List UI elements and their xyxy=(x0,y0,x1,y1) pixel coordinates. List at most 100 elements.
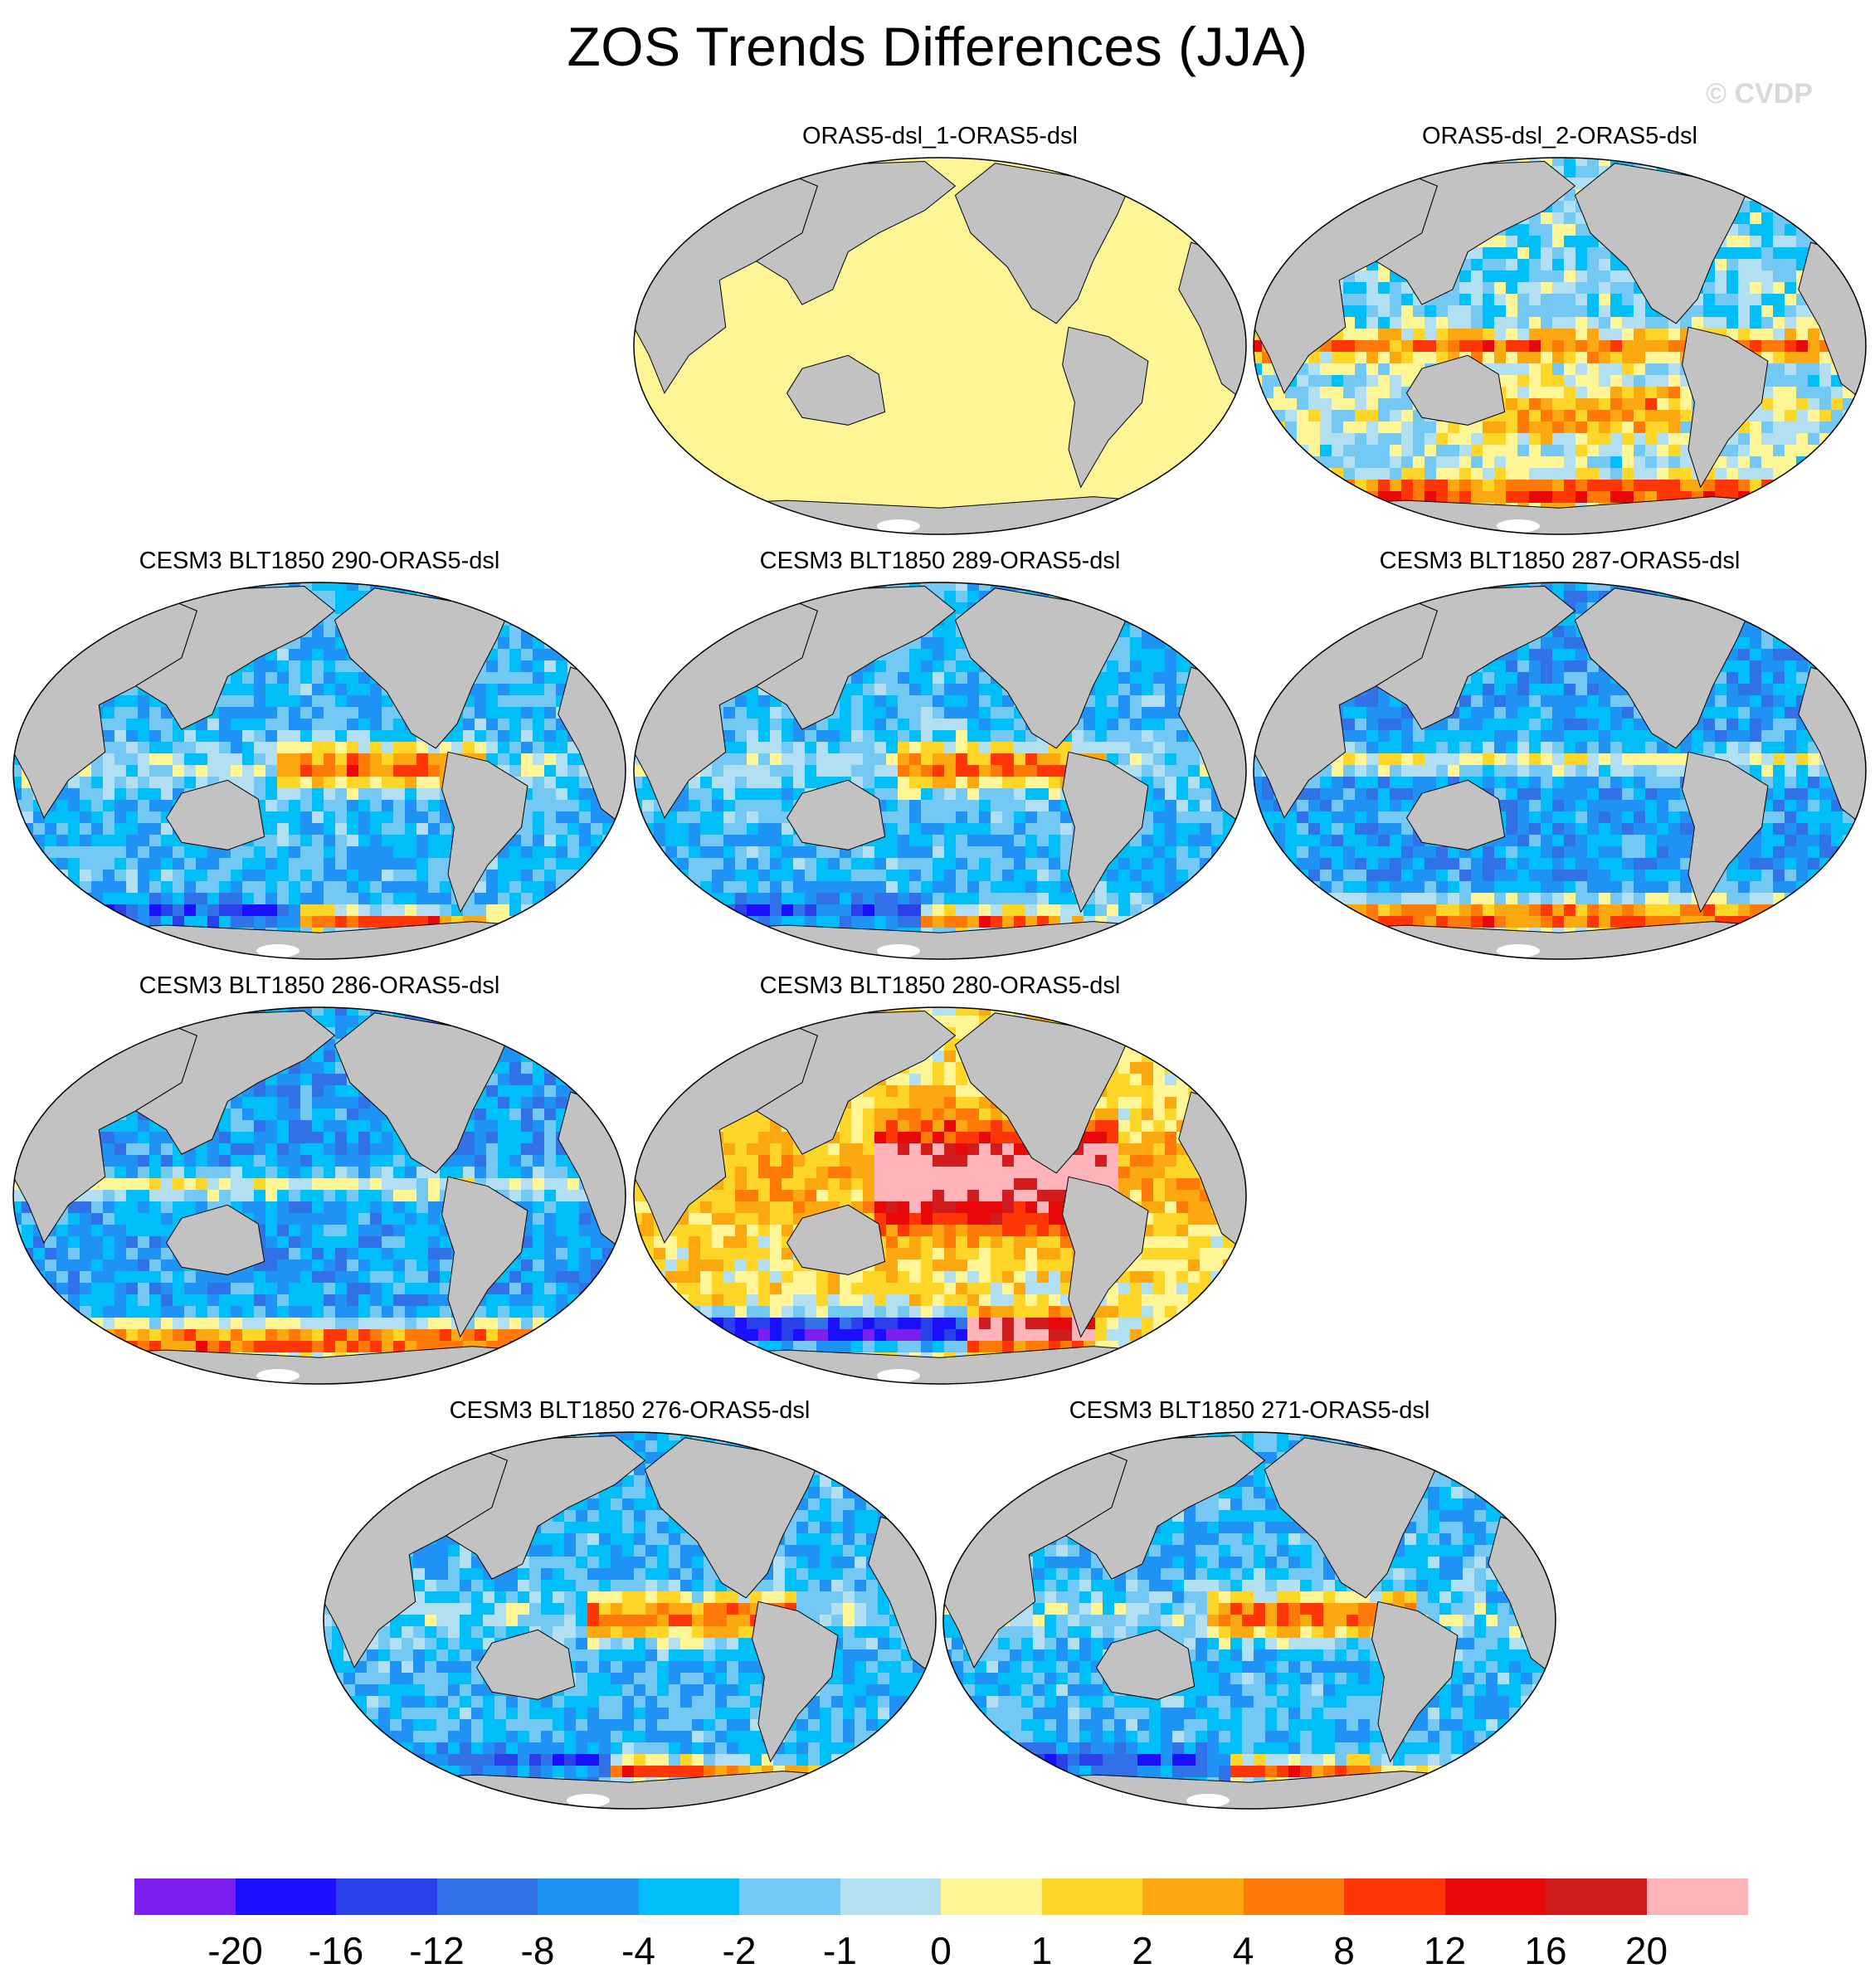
land-asia xyxy=(755,160,957,305)
colorbar-swatch xyxy=(1041,1878,1143,1915)
map-panel: CESM3 BLT1850 276-ORAS5-dsl xyxy=(320,1397,939,1812)
panel-title: CESM3 BLT1850 276-ORAS5-dsl xyxy=(449,1397,811,1424)
land-australia xyxy=(1095,1629,1196,1700)
colorbar-label: -20 xyxy=(207,1929,263,1972)
land-australia xyxy=(165,779,265,850)
colorbar-label: 0 xyxy=(930,1929,952,1972)
colorbar-swatch xyxy=(1546,1878,1647,1915)
ocean-field xyxy=(943,1432,1556,1809)
colorbar-label: 2 xyxy=(1132,1929,1153,1972)
land-southAmerica xyxy=(1682,326,1769,489)
panel-title: CESM3 BLT1850 271-ORAS5-dsl xyxy=(1069,1397,1430,1424)
colorbar-label: -4 xyxy=(621,1929,655,1972)
land-asia xyxy=(1064,1435,1266,1580)
land-northAmerica xyxy=(334,587,510,749)
land-greenland xyxy=(518,1012,581,1061)
colorbar-label: -12 xyxy=(409,1929,465,1972)
colorbar-swatch xyxy=(1344,1878,1445,1915)
colorbar-swatch xyxy=(235,1878,337,1915)
colorbar-label: 1 xyxy=(1030,1929,1053,1972)
land-greenland xyxy=(1448,1437,1511,1486)
colorbar-swatch xyxy=(840,1878,942,1915)
ocean-fill xyxy=(634,158,1246,534)
land-southAmerica xyxy=(1062,326,1149,489)
land-australia xyxy=(165,1204,265,1275)
land-southAmerica xyxy=(1371,1601,1459,1763)
land-northAmerica xyxy=(644,1437,821,1599)
map-border xyxy=(323,1431,937,1810)
ocean-field xyxy=(634,1007,1246,1384)
land-asia xyxy=(134,585,336,730)
land-australia xyxy=(1405,779,1506,850)
land-asia xyxy=(755,585,957,730)
land-greenland xyxy=(1138,163,1201,212)
colorbar-label: -16 xyxy=(308,1929,364,1972)
map-border xyxy=(633,582,1247,960)
land-northAmerica xyxy=(954,1012,1131,1174)
map-border xyxy=(633,1006,1247,1385)
land-australia xyxy=(786,354,886,426)
map-panel: CESM3 BLT1850 286-ORAS5-dsl xyxy=(10,972,629,1387)
ice-shelf xyxy=(567,1794,610,1807)
ice-shelf xyxy=(1497,519,1540,533)
panel-title: CESM3 BLT1850 290-ORAS5-dsl xyxy=(139,548,500,574)
ocean-field xyxy=(634,158,1246,534)
colorbar-swatch xyxy=(1243,1878,1345,1915)
land-southAmerica xyxy=(1062,1176,1149,1338)
land-southAmerica xyxy=(1682,751,1769,914)
ocean-field xyxy=(634,582,1246,959)
panel-title: CESM3 BLT1850 286-ORAS5-dsl xyxy=(139,972,500,999)
land-southAmerica xyxy=(441,1176,528,1338)
land-greenland xyxy=(1758,587,1821,636)
land-australia xyxy=(1405,354,1506,426)
colorbar-swatch xyxy=(436,1878,538,1915)
ocean-field xyxy=(324,1432,936,1809)
ice-shelf xyxy=(877,519,920,533)
world-map xyxy=(12,1006,626,1385)
ice-shelf xyxy=(1497,944,1540,957)
land-greenland xyxy=(1758,163,1821,212)
panel-title: ORAS5-dsl_2-ORAS5-dsl xyxy=(1422,123,1697,149)
colorbar-label: 20 xyxy=(1624,1929,1668,1972)
land-asia xyxy=(134,1010,336,1155)
land-greenland xyxy=(828,1437,891,1486)
map-border xyxy=(12,582,626,960)
land-asia xyxy=(1375,160,1576,305)
colorbar-label: -2 xyxy=(722,1929,757,1972)
colorbar-label: 12 xyxy=(1423,1929,1467,1972)
world-map xyxy=(942,1431,1556,1810)
land-asia xyxy=(1375,585,1576,730)
ice-shelf xyxy=(877,1369,920,1382)
colorbar-swatch xyxy=(739,1878,840,1915)
land-asia xyxy=(445,1435,646,1580)
colorbar-swatch xyxy=(1444,1878,1546,1915)
ocean-field xyxy=(1254,582,1866,959)
ice-shelf xyxy=(1186,1794,1230,1807)
map-panel: CESM3 BLT1850 289-ORAS5-dsl xyxy=(631,548,1249,962)
land-greenland xyxy=(1138,587,1201,636)
land-australia xyxy=(475,1629,576,1700)
colorbar-label: -1 xyxy=(823,1929,857,1972)
land-northAmerica xyxy=(954,587,1131,749)
ice-shelf xyxy=(877,944,920,957)
land-northAmerica xyxy=(334,1012,510,1174)
map-border xyxy=(633,157,1247,535)
world-map xyxy=(1253,157,1867,535)
map-panel: CESM3 BLT1850 271-ORAS5-dsl xyxy=(940,1397,1559,1812)
land-greenland xyxy=(518,587,581,636)
land-southAmerica xyxy=(1062,751,1149,914)
colorbar-swatch xyxy=(1646,1878,1748,1915)
land-asia xyxy=(755,1010,957,1155)
world-map xyxy=(1253,582,1867,960)
map-border xyxy=(1253,582,1867,960)
ocean-field xyxy=(13,582,626,959)
map-panel: CESM3 BLT1850 280-ORAS5-dsl xyxy=(631,972,1249,1387)
land-northAmerica xyxy=(1574,163,1751,324)
land-australia xyxy=(786,779,886,850)
colorbar-swatch xyxy=(336,1878,437,1915)
colorbar-label: 8 xyxy=(1333,1929,1355,1972)
map-border xyxy=(1253,157,1867,535)
colorbar-legend: -20 -16 -12 -8 -4 -2 -1 0 1 2 4 8 12 16 20 xyxy=(0,1878,1875,1988)
world-map xyxy=(633,582,1247,960)
ice-shelf xyxy=(256,1369,300,1382)
